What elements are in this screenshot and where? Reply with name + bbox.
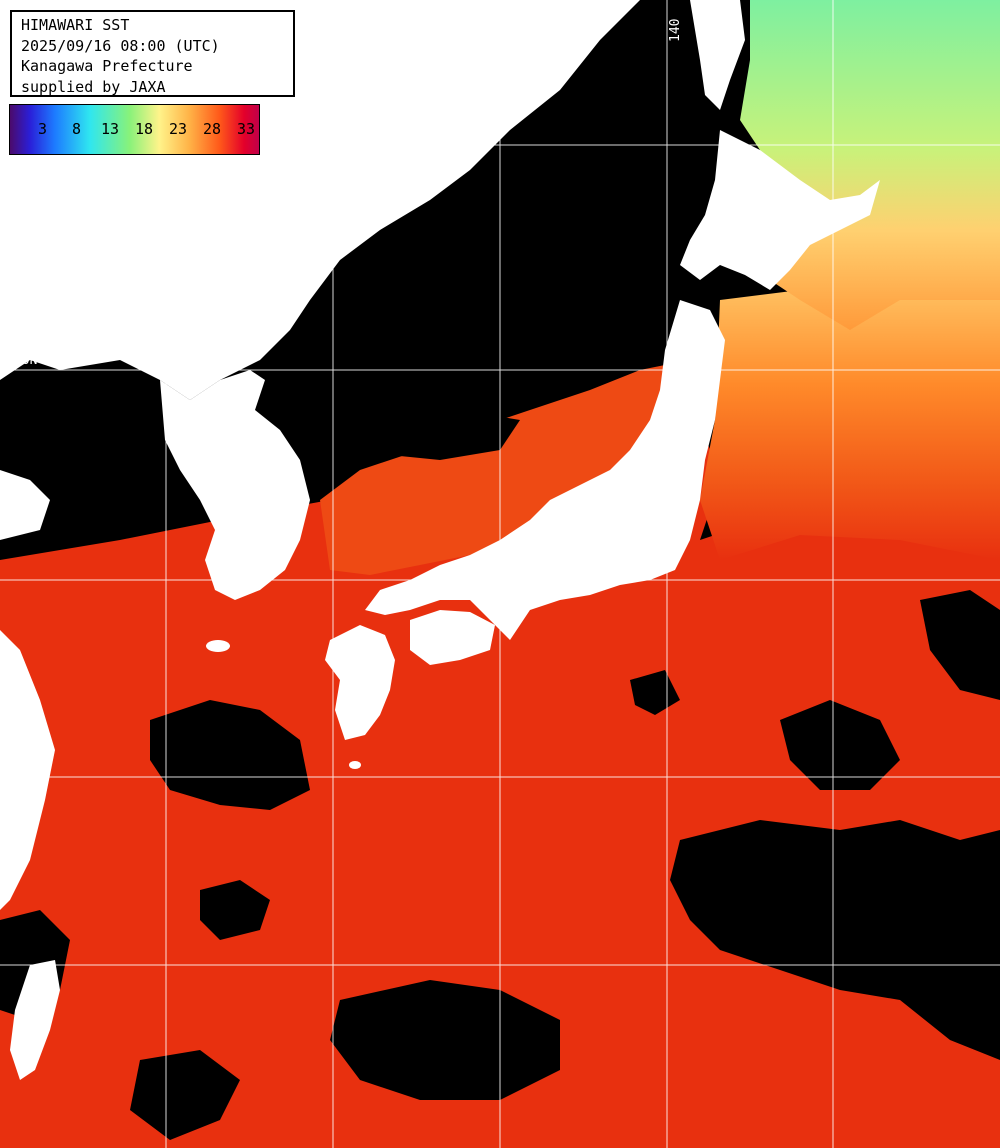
land-asia-mainland — [0, 0, 640, 400]
map-datetime: 2025/09/16 08:00 (UTC) — [21, 36, 220, 55]
land-honshu — [365, 300, 725, 640]
info-box: HIMAWARI SST 2025/09/16 08:00 (UTC) Kana… — [10, 10, 295, 97]
land-masses — [0, 0, 880, 1080]
color-legend: 3 8 13 18 23 28 33 — [9, 104, 260, 155]
legend-tick: 18 — [135, 120, 154, 138]
land-china-coast-south — [0, 630, 55, 910]
land-china-coast — [0, 470, 50, 540]
land-island-south — [349, 761, 361, 769]
land-korea — [160, 370, 310, 600]
lat-label-30n: 30N — [14, 760, 38, 775]
legend-tick: 23 — [169, 120, 188, 138]
legend-tick: 3 — [38, 120, 48, 138]
land-taiwan — [10, 960, 60, 1080]
map-credit: supplied by JAXA — [21, 77, 166, 96]
cloud-patches — [0, 350, 1000, 1140]
lon-label-140: 140 — [668, 18, 683, 42]
lat-label-40n: 40N — [14, 353, 38, 368]
legend-tick: 33 — [237, 120, 256, 138]
legend-tick: 28 — [203, 120, 222, 138]
sea-pacific-northeast — [700, 290, 1000, 560]
land-jeju — [206, 640, 230, 652]
legend-tick: 8 — [72, 120, 82, 138]
land-hokkaido — [680, 130, 880, 290]
land-kyushu — [325, 625, 395, 740]
legend-labels: 3 8 13 18 23 28 33 — [10, 120, 259, 140]
legend-tick: 13 — [101, 120, 120, 138]
land-sakhalin — [690, 0, 745, 110]
land-shikoku — [410, 610, 495, 665]
map-title: HIMAWARI SST — [21, 16, 130, 34]
map-region: Kanagawa Prefecture — [21, 57, 193, 75]
sea-of-japan-warm — [320, 365, 665, 575]
